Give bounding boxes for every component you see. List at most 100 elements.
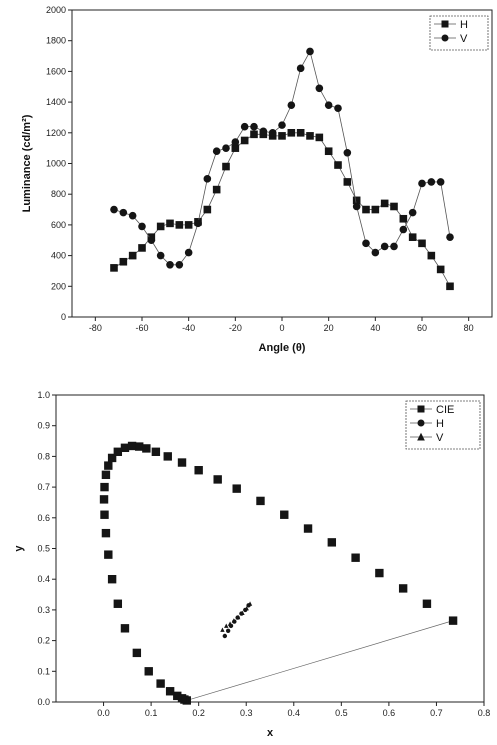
- data-point-CIE: [120, 624, 130, 633]
- data-point-H: [128, 251, 137, 260]
- y-tick-label: 1000: [46, 159, 66, 169]
- data-point-V: [240, 610, 245, 615]
- data-point-V: [244, 605, 249, 611]
- data-point-V: [287, 101, 296, 109]
- data-point-H: [110, 264, 118, 272]
- data-point-V: [380, 242, 389, 251]
- data-point-H: [225, 628, 231, 633]
- luminance-chart: -80 -60 -40 -20 0 20 40 60 800200400600800100012…: [21, 5, 493, 354]
- data-point-CIE: [107, 453, 117, 463]
- data-point-H: [138, 244, 146, 252]
- data-point-V: [268, 129, 277, 137]
- data-point-H: [371, 205, 380, 214]
- series-line-H: [113, 132, 451, 287]
- data-point-H: [287, 129, 296, 137]
- data-point-V: [231, 138, 240, 146]
- y-tick-label: 0.4: [37, 574, 50, 584]
- data-point-CIE: [280, 510, 289, 519]
- data-point-H: [119, 257, 128, 266]
- data-point-H: [222, 633, 228, 639]
- data-point-H: [203, 205, 212, 214]
- data-point-V: [278, 121, 286, 129]
- y-axis-label: y: [13, 545, 25, 552]
- data-point-H: [390, 202, 398, 211]
- data-point-V: [166, 261, 174, 269]
- data-point-CIE: [156, 679, 165, 688]
- x-tick-label: 80: [464, 323, 474, 333]
- y-tick-label: 1400: [46, 97, 66, 107]
- y-tick-label: 2000: [46, 5, 66, 15]
- data-point-CIE: [101, 528, 111, 538]
- data-point-V: [408, 208, 417, 217]
- data-point-H: [334, 161, 342, 169]
- data-point-H: [212, 185, 221, 194]
- data-point-V: [128, 211, 137, 220]
- data-point-V: [240, 122, 249, 131]
- data-point-H: [436, 265, 445, 274]
- data-point-V: [227, 621, 233, 626]
- data-point-H: [306, 132, 314, 140]
- data-point-V: [446, 233, 454, 241]
- x-tick-label: -20: [229, 323, 242, 333]
- y-tick-label: 1.0: [37, 390, 50, 400]
- x-tick-label: -40: [182, 323, 195, 333]
- y-tick-label: 0.2: [37, 636, 50, 646]
- data-point-H: [315, 133, 324, 142]
- data-point-V: [418, 179, 426, 188]
- data-point-V: [212, 147, 221, 156]
- y-tick-label: 0.7: [37, 482, 50, 492]
- y-tick-label: 400: [51, 251, 66, 261]
- y-tick-label: 200: [51, 281, 66, 291]
- data-point-CIE: [120, 443, 130, 453]
- x-tick-label: 0.7: [430, 708, 443, 718]
- data-point-V: [175, 261, 184, 269]
- x-tick-label: -60: [135, 323, 148, 333]
- x-tick-label: 0.8: [478, 708, 491, 718]
- data-point-CIE: [422, 599, 432, 608]
- data-point-V: [315, 84, 324, 93]
- data-point-V: [436, 178, 445, 186]
- data-point-V: [110, 205, 118, 214]
- data-point-V: [203, 175, 212, 183]
- data-point-V: [427, 178, 436, 186]
- data-point-V: [184, 248, 193, 257]
- data-point-CIE: [327, 538, 337, 547]
- data-point-CIE: [135, 442, 144, 451]
- data-point-CIE: [142, 444, 151, 453]
- data-point-CIE: [151, 447, 161, 456]
- x-tick-label: 0.6: [383, 708, 396, 718]
- legend-marker-CIE: [417, 405, 425, 413]
- legend-label-CIE: CIE: [436, 404, 454, 416]
- data-point-H: [352, 196, 361, 205]
- data-point-V: [259, 127, 268, 136]
- cie-chart: 0.0 0.1 0.2 0.3 0.4 0.5 0.6 0.7 0.8 0.0 0.1 0.2 0.3 0…: [13, 390, 490, 739]
- data-point-H: [250, 130, 258, 139]
- legend-marker-H: [441, 20, 449, 28]
- data-point-CIE: [100, 482, 109, 492]
- data-point-H: [362, 205, 370, 214]
- x-tick-label: 60: [417, 323, 427, 333]
- y-tick-label: 0.8: [37, 451, 50, 461]
- plot-frame: [71, 9, 493, 318]
- data-point-V: [194, 219, 202, 228]
- y-tick-label: 1600: [46, 66, 66, 76]
- x-axis-label: Angle (θ): [259, 342, 306, 354]
- data-point-V: [296, 64, 305, 73]
- data-point-H: [399, 214, 408, 223]
- legend-label-V: V: [460, 33, 468, 45]
- data-point-V: [306, 47, 314, 56]
- y-tick-label: 0.0: [37, 697, 50, 707]
- data-point-V: [235, 614, 241, 620]
- y-tick-label: 0.5: [37, 544, 50, 554]
- data-point-CIE: [144, 667, 153, 676]
- legend-label-H: H: [460, 19, 468, 31]
- data-point-V: [324, 101, 333, 109]
- data-point-V: [138, 222, 146, 231]
- data-point-V: [334, 104, 342, 113]
- data-point-H: [446, 282, 454, 291]
- data-point-CIE: [232, 484, 241, 493]
- data-point-CIE: [104, 461, 113, 470]
- data-point-CIE: [256, 496, 265, 506]
- y-tick-label: 600: [51, 220, 66, 230]
- y-tick-label: 1200: [46, 128, 66, 138]
